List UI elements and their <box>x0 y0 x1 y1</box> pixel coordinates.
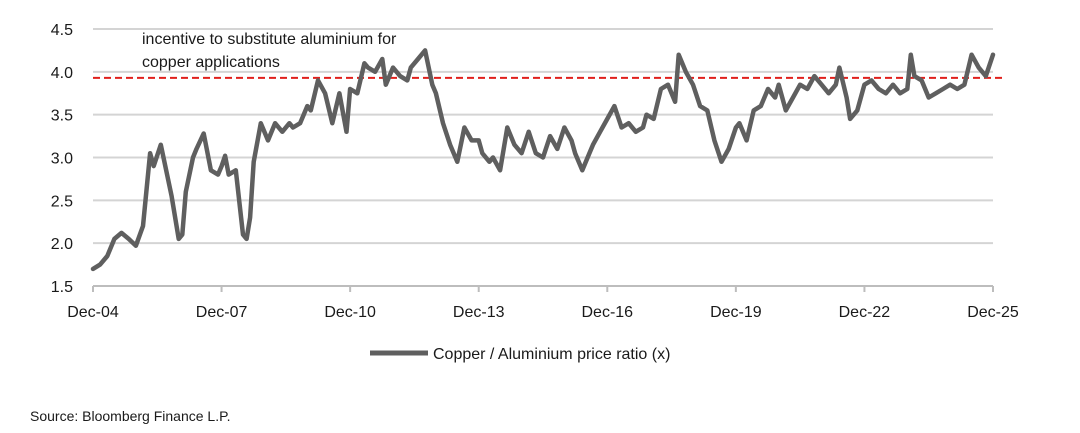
source-note: Source: Bloomberg Finance L.P. <box>30 408 231 424</box>
y-tick-label: 2.5 <box>51 193 73 210</box>
annotation: incentive to substitute aluminium for co… <box>142 31 397 71</box>
series-group <box>90 48 996 272</box>
x-tick-label: Dec-10 <box>324 304 376 321</box>
annotation-line-1: incentive to substitute aluminium for <box>142 31 397 48</box>
annotation-line-2: copper applications <box>142 54 280 71</box>
y-tick-label: 2.0 <box>51 236 73 253</box>
y-tick-label: 3.0 <box>51 151 73 168</box>
x-axis-ticks: Dec-04 Dec-07 Dec-10 Dec-13 Dec-16 Dec-19 Dec-… <box>67 286 1019 321</box>
legend: Copper / Aluminium price ratio (x) <box>370 346 670 363</box>
y-tick-label: 4.0 <box>51 65 73 82</box>
x-tick-label: Dec-22 <box>839 304 891 321</box>
y-tick-label: 1.5 <box>51 279 73 296</box>
x-tick-label: Dec-04 <box>67 304 119 321</box>
x-tick-label: Dec-07 <box>196 304 248 321</box>
y-axis-ticks: 1.5 2.0 2.5 3.0 3.5 4.0 4.5 <box>51 22 73 296</box>
y-tick-label: 3.5 <box>51 108 73 125</box>
y-tick-label: 4.5 <box>51 22 73 39</box>
x-tick-label: Dec-25 <box>967 304 1019 321</box>
x-tick-label: Dec-19 <box>710 304 762 321</box>
x-tick-label: Dec-16 <box>581 304 633 321</box>
legend-label: Copper / Aluminium price ratio (x) <box>433 346 670 363</box>
x-tick-label: Dec-13 <box>453 304 505 321</box>
series-line-copper-aluminium <box>90 48 996 272</box>
